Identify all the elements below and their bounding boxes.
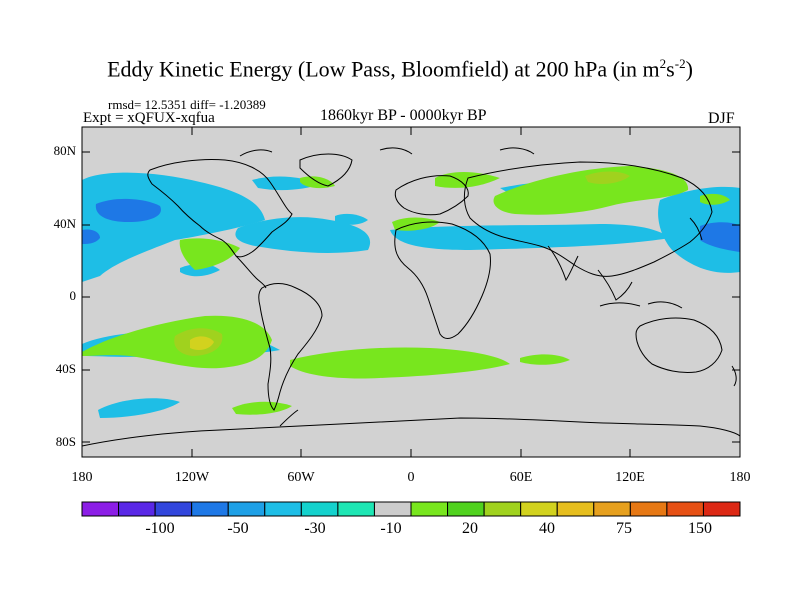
colorbar-box xyxy=(593,501,631,517)
colorbar-label: 75 xyxy=(616,520,632,537)
anomaly-s-atlantic-green xyxy=(290,347,510,379)
stats-text: rmsd= 12.5351 diff= -1.20389 xyxy=(108,97,266,112)
coast-greenland xyxy=(299,153,353,187)
colorbar-label: 40 xyxy=(539,520,555,537)
colorbar-box xyxy=(666,501,704,517)
coast-south-america xyxy=(258,283,323,411)
peak-s-pacific xyxy=(190,336,214,350)
season-label: DJF xyxy=(708,110,735,127)
anomaly-w-pacific xyxy=(658,186,740,273)
colorbar-box xyxy=(629,501,668,517)
x-label-60e: 60E xyxy=(509,470,533,485)
colorbar-label: 20 xyxy=(462,520,478,537)
colorbar-box xyxy=(556,501,595,517)
core-n-pacific xyxy=(95,198,161,222)
colorbar-box xyxy=(410,501,449,517)
anomaly-n-atlantic xyxy=(235,217,371,253)
x-label-0: 0 xyxy=(407,470,415,485)
colorbar xyxy=(81,501,741,517)
anomaly-mediterranean xyxy=(392,217,440,231)
colorbar-box xyxy=(81,501,120,517)
colorbar-box xyxy=(264,501,302,517)
anomaly-s-ocean-green xyxy=(232,401,292,415)
colorbar-box xyxy=(520,501,558,517)
x-label-180e: 180 xyxy=(729,470,751,485)
coast-indonesia xyxy=(599,301,683,309)
coast-europe xyxy=(394,175,469,216)
coast-africa xyxy=(394,221,491,339)
coast-arctic-islands xyxy=(239,147,535,157)
y-label-80s: 80S xyxy=(55,434,76,449)
colorbar-box xyxy=(227,501,266,517)
coast-antarctica xyxy=(82,417,740,447)
anomaly-n-africa-band xyxy=(390,224,670,250)
colorbar-label: -100 xyxy=(145,520,175,537)
anomaly-s-indian-green xyxy=(520,354,570,365)
x-label-180w: 180 xyxy=(71,470,93,485)
anomaly-n-pacific-green xyxy=(700,193,730,205)
experiment-label: Expt = xQFUX-xqfua xyxy=(83,110,215,126)
anomaly-atlantic-mid xyxy=(335,213,368,225)
coast-se-asia xyxy=(597,269,633,301)
core-n-pacific-2 xyxy=(82,229,100,244)
x-label-120w: 120W xyxy=(174,470,210,485)
coast-japan xyxy=(689,217,703,241)
colorbar-label: 150 xyxy=(688,520,712,537)
core-w-pacific xyxy=(700,222,740,252)
coast-antarctic-peninsula xyxy=(279,409,299,427)
x-label-120e: 120E xyxy=(615,470,645,485)
core-n-eurasia xyxy=(585,171,630,184)
colorbar-label: -50 xyxy=(227,520,249,537)
coast-central-america xyxy=(235,255,267,289)
coast-australia xyxy=(635,317,723,373)
peak-positive-regions xyxy=(190,336,214,350)
coast-north-america xyxy=(147,159,293,258)
y-label-40n: 40N xyxy=(53,216,76,231)
period-label: 1860kyr BP - 0000kyr BP xyxy=(320,107,487,124)
y-label-80n: 80N xyxy=(53,143,76,158)
anomaly-e-pacific-green xyxy=(179,238,240,270)
coast-new-zealand xyxy=(731,365,737,387)
coastlines xyxy=(82,147,740,447)
y-axis-ticks xyxy=(82,151,740,443)
coast-india xyxy=(547,245,579,282)
coast-asia xyxy=(463,161,713,277)
anomaly-southern-ocean xyxy=(98,398,180,418)
x-label-60w: 60W xyxy=(287,470,315,485)
y-label-40s: 40S xyxy=(55,361,76,376)
colorbar-box xyxy=(337,501,375,517)
colorbar-box xyxy=(300,501,339,517)
colorbar-box xyxy=(118,501,156,517)
colorbar-box xyxy=(373,501,412,517)
x-axis-ticks xyxy=(191,127,631,457)
anomaly-n-eurasia xyxy=(493,166,689,215)
strong-negative-regions xyxy=(82,198,740,252)
colorbar-box xyxy=(154,501,193,517)
anomaly-s-atlantic-small xyxy=(180,263,220,277)
colorbar-box xyxy=(483,501,522,517)
y-label-0: 0 xyxy=(69,288,77,303)
colorbar-label: -30 xyxy=(304,520,326,537)
plot-title: Eddy Kinetic Energy (Low Pass, Bloomfiel… xyxy=(107,56,693,82)
colorbar-box xyxy=(447,501,485,517)
anomaly-fields xyxy=(82,147,740,447)
colorbar-label: -10 xyxy=(380,520,402,537)
colorbar-box xyxy=(702,501,741,517)
colorbar-box xyxy=(191,501,229,517)
